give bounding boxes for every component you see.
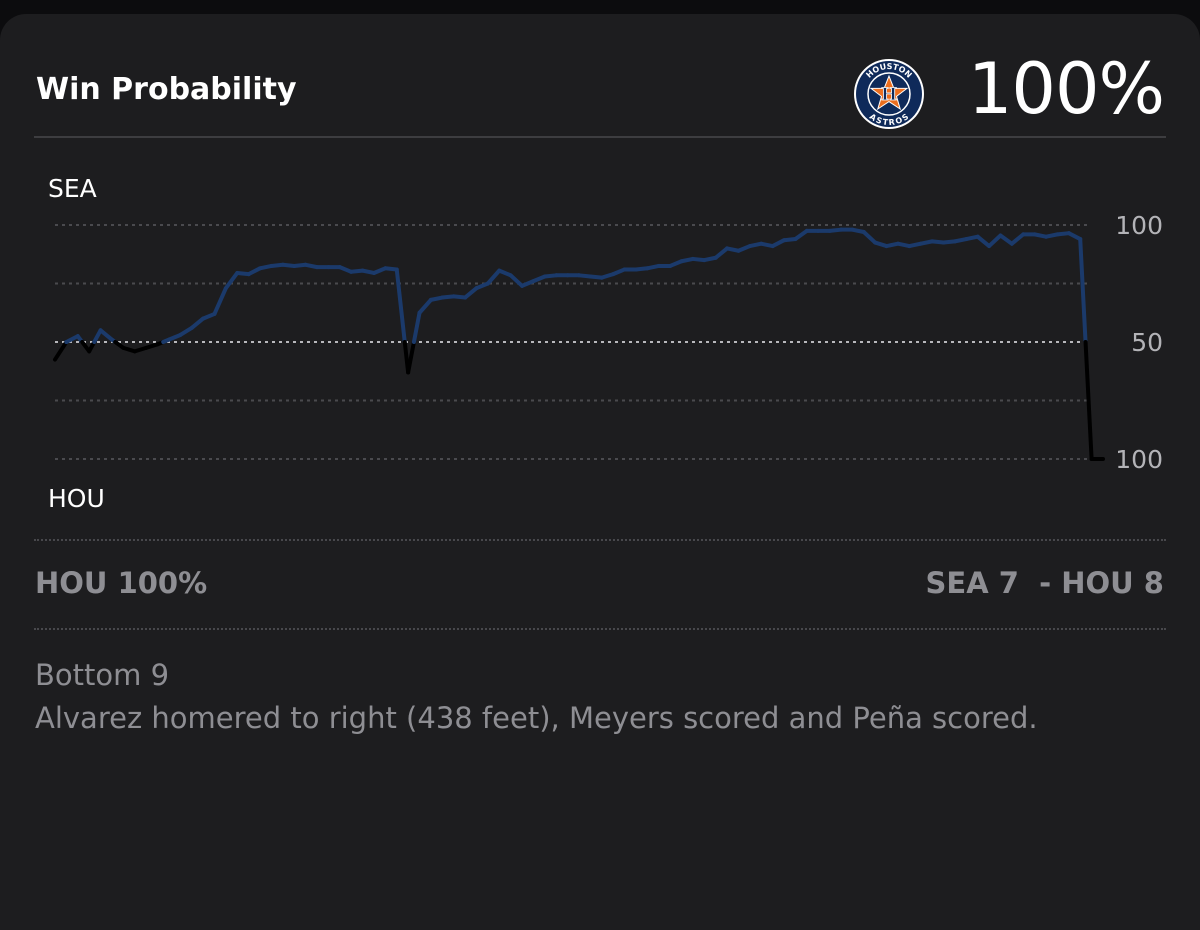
series-line-segment: [668, 259, 684, 268]
logo-ring-bottom-text: ASTROS: [868, 112, 911, 127]
svg-text:ASTROS: ASTROS: [868, 112, 911, 127]
win-probability-card: Win Probability HOUSTON ASTROS H 100% SE…: [0, 14, 1200, 930]
series-line-segment: [713, 246, 730, 260]
win-probability-chart: 100 50 100: [53, 211, 1163, 474]
series-line-segment: [92, 328, 103, 344]
series-line-segment: [212, 286, 228, 316]
series-line-segment: [485, 268, 502, 286]
series-line-segment: [770, 238, 787, 249]
series-line-segment: [520, 279, 536, 288]
series-line-segment: [1066, 231, 1083, 242]
series-line-segment: [611, 267, 627, 277]
chart-bottom-divider: [34, 539, 1166, 541]
series-line-segment: [463, 286, 479, 300]
series-line-segment: [497, 268, 513, 278]
y-tick-label: 50: [1131, 328, 1163, 357]
card-title: Win Probability: [36, 72, 297, 107]
header-divider: [34, 136, 1166, 138]
y-tick-label: 100: [1115, 445, 1163, 474]
series-line-segment: [201, 311, 217, 321]
chart-top-team-label: SEA: [48, 174, 97, 203]
series-line-segment: [166, 332, 183, 342]
win-probability-value: 100%: [967, 48, 1165, 130]
summary-divider: [34, 628, 1166, 630]
series-line-segment: [178, 325, 194, 337]
series-line-segment: [411, 310, 422, 344]
series-line-segment: [417, 297, 433, 315]
series-line-segment: [406, 340, 416, 375]
svg-text:H: H: [881, 85, 897, 105]
series-line-segment: [531, 274, 547, 284]
series-line-segment: [793, 228, 809, 242]
series-line-segment: [736, 244, 752, 253]
series-line-segment: [1078, 237, 1088, 344]
series-line-segment: [98, 328, 114, 342]
series-line-segment: [53, 340, 69, 362]
play-description: Alvarez homered to right (438 feet), Mey…: [35, 701, 1038, 735]
series-line-segment: [474, 281, 490, 291]
score-summary: SEA 7 - HOU 8: [925, 566, 1165, 600]
series-line-segment: [998, 233, 1014, 246]
series-line-segment: [394, 267, 407, 344]
series-line-segment: [987, 233, 1003, 249]
series-line-segment: [223, 270, 240, 291]
play-inning: Bottom 9: [35, 658, 170, 692]
leader-summary: HOU 100%: [35, 566, 208, 600]
series-line-segment: [64, 334, 80, 344]
series-line-segment: [1083, 340, 1094, 461]
series-line-segment: [975, 234, 992, 249]
chart-bottom-team-label: HOU: [48, 484, 105, 513]
series-line-segment: [508, 273, 525, 288]
series-line-segment: [371, 266, 388, 275]
houston-astros-logo-icon: HOUSTON ASTROS H: [854, 59, 924, 129]
series-line-segment: [189, 316, 206, 330]
series-line-segment: [246, 266, 263, 277]
series-line-segment: [337, 265, 354, 274]
y-tick-label: 100: [1115, 211, 1163, 240]
series-line-segment: [1009, 232, 1026, 246]
series-line-segment: [861, 230, 878, 245]
